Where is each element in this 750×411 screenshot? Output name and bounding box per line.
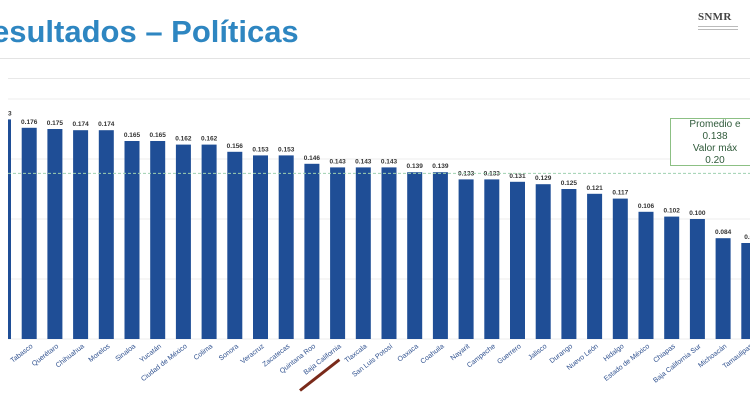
data-label: 0.139 bbox=[432, 163, 449, 170]
bar bbox=[689, 219, 705, 339]
data-label: 0.143 bbox=[381, 158, 398, 165]
category-label: Oaxaca bbox=[397, 343, 420, 363]
category-label: Jalisco bbox=[527, 343, 548, 362]
category-label: Guerrero bbox=[496, 343, 522, 366]
data-label: 0.117 bbox=[612, 190, 628, 197]
bar bbox=[8, 119, 11, 340]
data-label: 0.143 bbox=[355, 158, 372, 165]
data-label: 0.133 bbox=[458, 170, 475, 177]
average-annotation-box: Promedio e 0.138 Valor máx 0.20 bbox=[670, 118, 750, 166]
data-label: 0.153 bbox=[278, 146, 295, 153]
bar bbox=[741, 243, 750, 339]
bar bbox=[21, 127, 37, 339]
bar bbox=[278, 155, 294, 339]
bar bbox=[98, 130, 114, 339]
bar bbox=[587, 193, 603, 339]
data-label: 0.146 bbox=[304, 155, 321, 162]
bar bbox=[73, 130, 89, 339]
bar bbox=[175, 144, 191, 339]
data-label: 0.162 bbox=[201, 136, 218, 143]
data-label: 0.131 bbox=[509, 173, 526, 180]
data-label: 0.102 bbox=[664, 208, 681, 215]
data-label: 0.106 bbox=[638, 203, 655, 210]
bar bbox=[355, 167, 371, 339]
bar bbox=[715, 238, 731, 339]
data-label: 0.174 bbox=[98, 121, 115, 128]
bar bbox=[253, 155, 268, 339]
title-divider bbox=[0, 58, 750, 59]
slide-title: esultados – Políticas bbox=[0, 14, 299, 49]
category-label: Ciudad de México bbox=[140, 343, 189, 383]
category-label: Morelos bbox=[88, 343, 112, 364]
bar bbox=[432, 172, 448, 339]
bar bbox=[612, 198, 628, 339]
data-label: 0.121 bbox=[586, 185, 603, 192]
data-label: 0.165 bbox=[150, 132, 167, 139]
bar-chart: 0.183ntes0.176Tabasco0.175Querétaro0.174… bbox=[8, 98, 750, 385]
bar bbox=[304, 163, 320, 339]
chart-frame: 0.183ntes0.176Tabasco0.175Querétaro0.174… bbox=[8, 78, 750, 411]
bar bbox=[458, 179, 474, 339]
annotation-line-2: 0.138 bbox=[702, 131, 728, 142]
category-label: Chihuahua bbox=[55, 343, 86, 369]
bar bbox=[330, 167, 346, 339]
category-label: ntes bbox=[8, 343, 9, 357]
bar bbox=[664, 216, 680, 339]
logo-text: SNMR bbox=[698, 11, 732, 23]
data-label: 0.129 bbox=[535, 175, 552, 182]
bar bbox=[407, 172, 423, 339]
category-label: Campeche bbox=[466, 343, 497, 369]
category-label: Nayarit bbox=[450, 343, 472, 362]
data-label: 0.162 bbox=[175, 136, 192, 143]
category-label: Yucatán bbox=[139, 343, 163, 364]
bar bbox=[638, 211, 654, 339]
bar bbox=[150, 141, 166, 339]
data-label: 0.156 bbox=[227, 143, 244, 150]
data-label: 0.153 bbox=[252, 146, 269, 153]
bar bbox=[484, 179, 500, 339]
bar bbox=[535, 184, 551, 339]
category-label: Sonora bbox=[218, 343, 240, 362]
data-label: 0.165 bbox=[124, 132, 141, 139]
category-label: Hidalgo bbox=[603, 343, 626, 363]
data-label: 0.133 bbox=[484, 170, 501, 177]
category-label: Colima bbox=[193, 343, 215, 362]
bar bbox=[510, 181, 525, 339]
bar bbox=[47, 129, 63, 339]
annotation-line-4: 0.20 bbox=[705, 155, 725, 166]
data-label: 0.176 bbox=[21, 119, 38, 126]
bar bbox=[227, 151, 243, 339]
data-label: 0.143 bbox=[329, 158, 346, 165]
data-label: 0.174 bbox=[72, 121, 89, 128]
bar bbox=[201, 144, 217, 339]
category-label: Coahuila bbox=[420, 343, 446, 366]
category-label: Estado de México bbox=[603, 343, 651, 383]
data-label: 0.100 bbox=[689, 210, 706, 217]
logo-subline bbox=[698, 26, 738, 30]
data-label: 0.0 bbox=[744, 234, 750, 241]
snmr-logo: SNMR bbox=[698, 11, 746, 30]
annotation-line-3: Valor máx bbox=[692, 143, 738, 154]
data-label: 0.175 bbox=[47, 120, 64, 127]
category-label: Sinaloa bbox=[115, 343, 138, 363]
bar bbox=[561, 189, 577, 339]
bar bbox=[124, 141, 140, 339]
annotation-line-1: Promedio e bbox=[689, 119, 741, 130]
data-label: 0.139 bbox=[407, 163, 424, 170]
data-label: 0.084 bbox=[715, 229, 732, 236]
data-label: 0.183 bbox=[8, 110, 12, 117]
data-label: 0.125 bbox=[561, 180, 578, 187]
bar bbox=[381, 167, 397, 339]
category-label: Baja California Sur bbox=[652, 343, 703, 385]
